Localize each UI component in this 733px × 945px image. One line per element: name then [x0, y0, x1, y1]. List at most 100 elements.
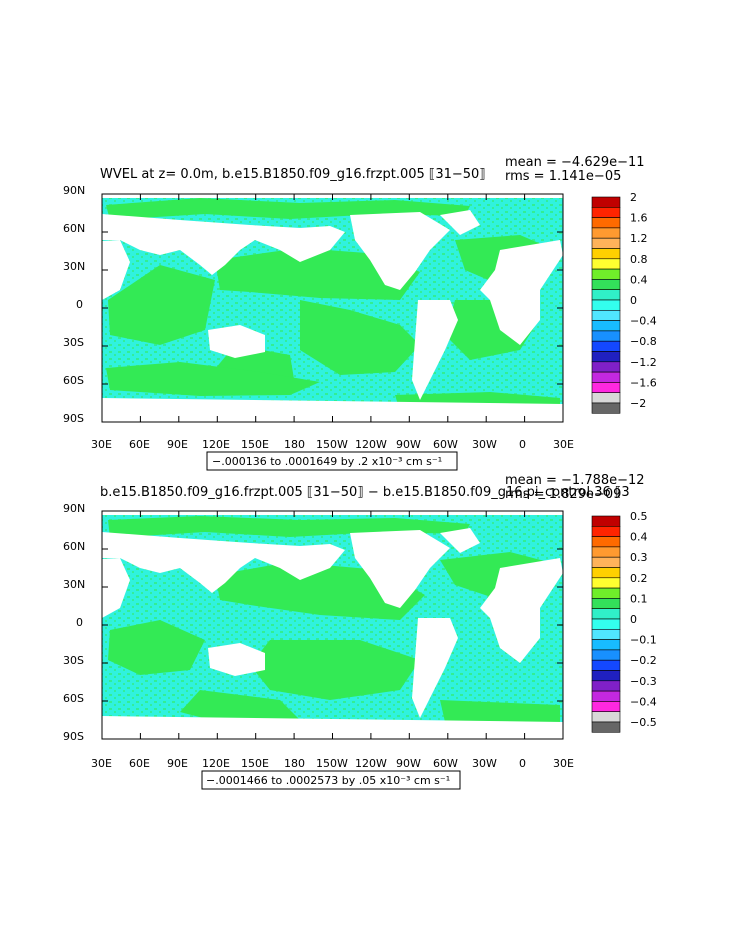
panel-1-range-label: −.000136 to .0001649 by .2 x10⁻³ cm s⁻¹	[212, 455, 442, 468]
xtick-label: 150E	[241, 757, 269, 770]
colorbar-label: −0.3	[630, 675, 657, 688]
colorbar-label: 0	[630, 294, 637, 307]
colorbar-swatch	[591, 711, 621, 723]
panel-1-ticklines	[101, 193, 564, 423]
panel-1: WVEL at z= 0.0m, b.e15.B1850.f09_g16.frz…	[63, 155, 657, 471]
colorbar-swatch	[591, 227, 621, 239]
colorbar-swatch	[591, 536, 621, 548]
colorbar-label: −0.1	[630, 634, 657, 647]
colorbar-swatch	[591, 659, 621, 671]
colorbar-label: −1.2	[630, 356, 657, 369]
colorbar-swatch	[591, 556, 621, 568]
panel-2: b.e15.B1850.f09_g16.frzpt.005 ⟦31−50⟧ − …	[63, 473, 657, 790]
colorbar-swatch	[591, 701, 621, 713]
panel-2-range-box: −.0001466 to .0002573 by .05 x10⁻³ cm s⁻…	[201, 770, 461, 790]
colorbar-swatch	[591, 248, 621, 260]
colorbar-label: −1.6	[630, 376, 657, 389]
colorbar-swatch	[591, 309, 621, 321]
colorbar-swatch	[591, 258, 621, 270]
colorbar-swatch	[591, 207, 621, 218]
xtick-label: 180	[284, 438, 305, 451]
xtick-label: 30E	[553, 757, 574, 770]
colorbar-swatch	[591, 217, 621, 229]
colorbar-label: 0.4	[630, 531, 648, 544]
colorbar-label: 1.6	[630, 212, 648, 225]
colorbar-swatch	[591, 340, 621, 352]
colorbar-swatch	[591, 567, 621, 579]
xtick-label: 90E	[167, 438, 188, 451]
xtick-label: 90W	[396, 438, 421, 451]
ytick-label: 0	[76, 298, 83, 311]
colorbar-label: −0.5	[630, 716, 657, 729]
colorbar-swatch	[591, 721, 621, 733]
colorbar-swatch	[591, 382, 621, 393]
colorbar-swatch	[591, 371, 621, 383]
panel-1-colorbar: 2 1.6 1.2 0.8 0.4 0 −0.4 −0.8 −1.2 −1.6 −2	[591, 191, 657, 414]
panel-1-map	[101, 193, 564, 423]
colorbar-label: 0.4	[630, 273, 648, 286]
xtick-label: 150W	[316, 438, 348, 451]
panel-1-rms: rms = 1.141e−05	[505, 169, 621, 184]
colorbar-swatch	[591, 299, 621, 311]
colorbar-swatch	[591, 320, 621, 332]
ytick-label: 30S	[63, 654, 84, 667]
xtick-label: 60W	[433, 438, 458, 451]
panel-2-range-label: −.0001466 to .0002573 by .05 x10⁻³ cm s⁻…	[206, 774, 450, 787]
xtick-label: 30E	[91, 438, 112, 451]
colorbar-label: 0.8	[630, 253, 648, 266]
colorbar-swatch	[591, 680, 621, 692]
colorbar-label: 0	[630, 613, 637, 626]
panel-1-range-box: −.000136 to .0001649 by .2 x10⁻³ cm s⁻¹	[206, 451, 458, 471]
ytick-label: 90N	[63, 502, 85, 515]
colorbar-label: 0.5	[630, 510, 648, 523]
xtick-label: 30W	[472, 757, 497, 770]
colorbar-swatch	[591, 402, 621, 414]
colorbar-swatch	[591, 351, 621, 363]
xtick-label: 0	[519, 757, 526, 770]
colorbar-label: −0.2	[630, 654, 657, 667]
ytick-label: 30S	[63, 336, 84, 349]
colorbar-label: −2	[630, 397, 646, 410]
xtick-label: 150E	[241, 438, 269, 451]
ytick-label: 90S	[63, 412, 84, 425]
colorbar-swatch	[591, 196, 621, 208]
colorbar-swatch	[591, 279, 621, 290]
colorbar-swatch	[591, 598, 621, 610]
xtick-label: 120E	[202, 438, 230, 451]
colorbar-swatch	[591, 587, 621, 599]
colorbar-label: 2	[630, 191, 637, 204]
ytick-label: 30N	[63, 578, 85, 591]
panel-2-map	[101, 510, 564, 740]
panel-2-mean: mean = −1.788e−12	[505, 473, 645, 488]
colorbar-label: 1.2	[630, 232, 648, 245]
colorbar-swatch	[591, 237, 621, 249]
panel-2-xticks: 30E 60E 90E 120E 150E 180 150W 120W 90W …	[91, 757, 574, 770]
xtick-label: 150W	[316, 757, 348, 770]
xtick-label: 60E	[129, 438, 150, 451]
colorbar-label: 0.3	[630, 551, 648, 564]
colorbar-label: 0.2	[630, 572, 648, 585]
ytick-label: 90N	[63, 184, 85, 197]
colorbar-swatch	[591, 392, 621, 404]
colorbar-swatch	[591, 268, 621, 280]
ytick-label: 60S	[63, 374, 84, 387]
colorbar-label: −0.8	[630, 335, 657, 348]
colorbar-swatch	[591, 649, 621, 661]
panel-2-title: b.e15.B1850.f09_g16.frzpt.005 ⟦31−50⟧ − …	[100, 485, 630, 500]
colorbar-swatch	[591, 546, 621, 558]
ytick-label: 60N	[63, 540, 85, 553]
xtick-label: 90W	[396, 757, 421, 770]
colorbar-swatch	[591, 690, 621, 702]
xtick-label: 120W	[355, 757, 387, 770]
panel-1-xticks: 30E 60E 90E 120E 150E 180 150W 120W 90W …	[91, 438, 574, 451]
ytick-label: 60N	[63, 222, 85, 235]
xtick-label: 120W	[355, 438, 387, 451]
colorbar-swatch	[591, 608, 621, 620]
xtick-label: 30E	[91, 757, 112, 770]
panel-1-yticks: 90N 60N 30N 0 30S 60S 90S	[63, 184, 85, 425]
colorbar-swatch	[591, 618, 621, 630]
panel-1-mean: mean = −4.629e−11	[505, 155, 645, 170]
colorbar-swatch	[591, 670, 621, 682]
ytick-label: 30N	[63, 260, 85, 273]
